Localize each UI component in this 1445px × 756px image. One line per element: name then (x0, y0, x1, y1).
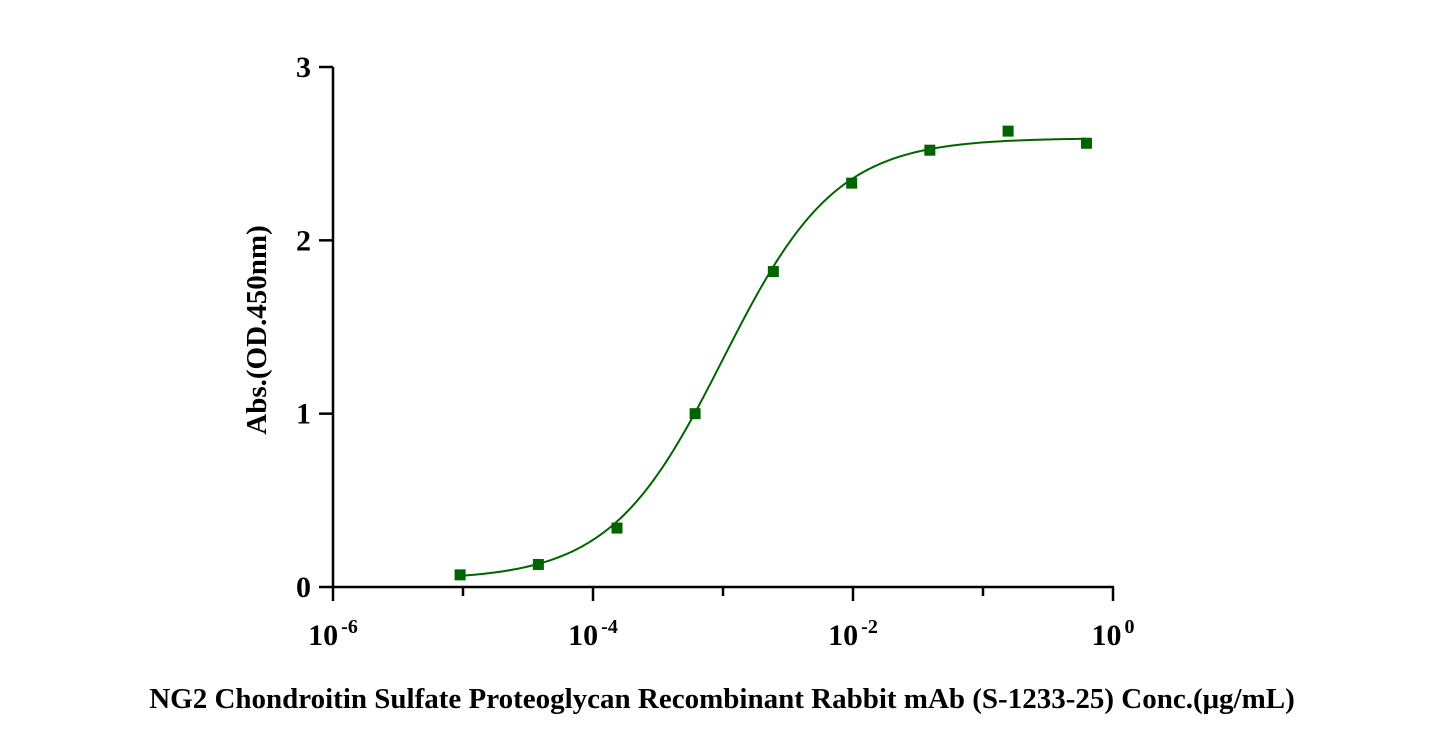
data-point (924, 144, 936, 156)
y-tick-label: 3 (296, 51, 311, 84)
tick-labels-layer: 0 1 2 3 10 -6 10 -4 10 -2 10 0 (296, 51, 1135, 652)
fit-curve (460, 137, 1087, 577)
fit-curve-layer (460, 137, 1087, 577)
data-point (454, 569, 466, 581)
y-axis-title: Abs.(OD.450nm) (241, 225, 273, 434)
x-axis-title: NG2 Chondroitin Sulfate Proteoglycan Rec… (149, 683, 1295, 715)
data-point (689, 408, 701, 420)
data-points-layer (454, 125, 1092, 581)
y-tick-label: 2 (296, 224, 311, 257)
x-tick-label: 10 -2 (828, 616, 878, 652)
data-point (532, 558, 544, 570)
data-point (1080, 137, 1092, 149)
x-tick-label: 10 -6 (308, 616, 358, 652)
axes (319, 65, 1115, 601)
data-point (611, 522, 623, 534)
data-point (1002, 125, 1014, 137)
x-tick-label: 10 0 (1092, 616, 1135, 652)
data-point (767, 266, 779, 278)
x-tick-label: 10 -4 (568, 616, 618, 652)
data-point (846, 177, 858, 189)
y-tick-label: 0 (296, 571, 311, 604)
y-tick-label: 1 (296, 398, 311, 431)
